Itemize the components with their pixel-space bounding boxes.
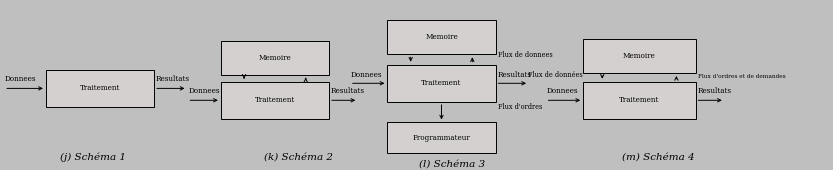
Text: Memoire: Memoire bbox=[258, 54, 292, 62]
FancyBboxPatch shape bbox=[46, 70, 154, 107]
Text: Flux de donnees: Flux de donnees bbox=[498, 51, 553, 59]
Text: Traitement: Traitement bbox=[80, 84, 120, 92]
Text: (j) Schéma 1: (j) Schéma 1 bbox=[60, 152, 127, 162]
Text: Flux d'ordres et de demandes: Flux d'ordres et de demandes bbox=[698, 74, 786, 79]
FancyBboxPatch shape bbox=[221, 82, 329, 119]
Text: Memoire: Memoire bbox=[425, 33, 458, 41]
FancyBboxPatch shape bbox=[221, 41, 329, 75]
Text: (k) Schéma 2: (k) Schéma 2 bbox=[264, 153, 332, 162]
Text: Resultats: Resultats bbox=[156, 75, 190, 83]
Text: Resultats: Resultats bbox=[497, 71, 531, 79]
FancyBboxPatch shape bbox=[583, 39, 696, 73]
FancyBboxPatch shape bbox=[583, 82, 696, 119]
Text: (l) Schéma 3: (l) Schéma 3 bbox=[419, 160, 486, 169]
Text: Programmateur: Programmateur bbox=[412, 134, 471, 142]
Text: Traitement: Traitement bbox=[619, 96, 660, 104]
Text: Traitement: Traitement bbox=[255, 96, 295, 104]
Text: Donnees: Donnees bbox=[5, 75, 37, 83]
FancyBboxPatch shape bbox=[387, 20, 496, 54]
Text: Flux d'ordres: Flux d'ordres bbox=[498, 103, 542, 111]
Text: Resultats: Resultats bbox=[697, 87, 731, 95]
Text: Flux de données: Flux de données bbox=[528, 71, 583, 79]
Text: (m) Schéma 4: (m) Schéma 4 bbox=[621, 153, 695, 162]
Text: Memoire: Memoire bbox=[623, 52, 656, 60]
Text: Traitement: Traitement bbox=[421, 79, 461, 87]
FancyBboxPatch shape bbox=[387, 122, 496, 153]
Text: Resultats: Resultats bbox=[331, 87, 365, 95]
Text: Donnees: Donnees bbox=[546, 87, 578, 95]
Text: Donnees: Donnees bbox=[188, 87, 220, 95]
Text: Donnees: Donnees bbox=[351, 71, 382, 79]
FancyBboxPatch shape bbox=[387, 65, 496, 102]
